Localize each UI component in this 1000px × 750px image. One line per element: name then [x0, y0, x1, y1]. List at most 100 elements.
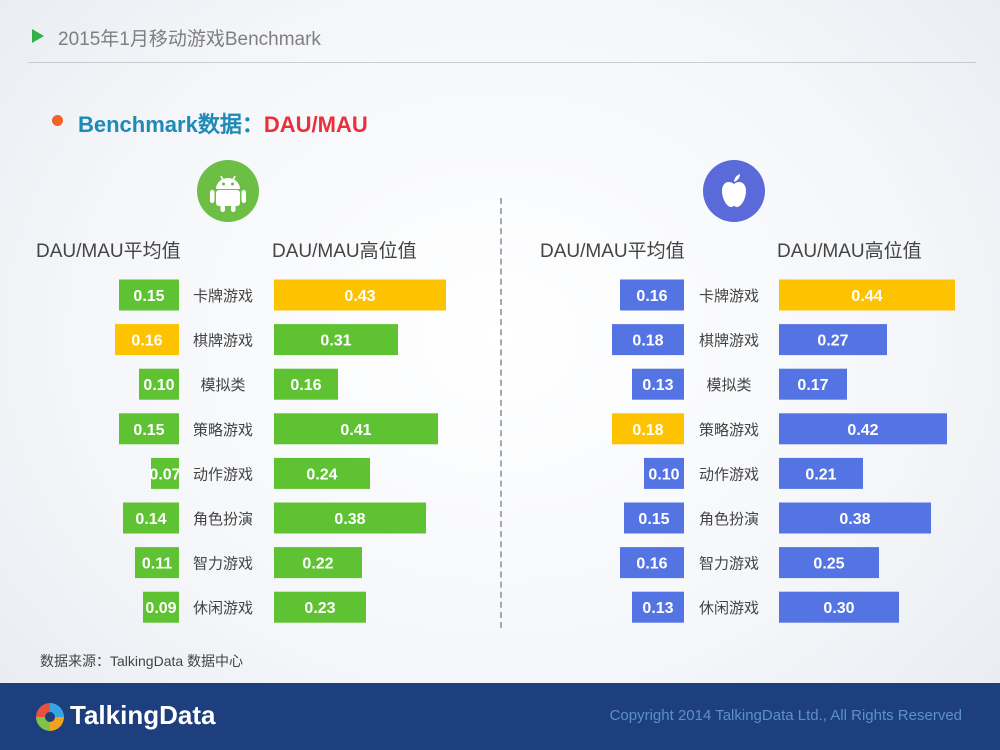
android-high-bar — [274, 591, 366, 623]
ios-high-value-label: 0.38 — [839, 511, 870, 528]
ios-avg-header: DAU/MAU平均值 — [540, 241, 685, 262]
platform-divider — [500, 198, 502, 628]
ios-avg-value-label: 0.13 — [642, 600, 673, 617]
ios-high-value-label: 0.42 — [847, 422, 878, 439]
android-avg-bar — [135, 547, 179, 579]
copyright-text: Copyright 2014 TalkingData Ltd., All Rig… — [609, 707, 962, 724]
header-play-icon — [32, 29, 44, 43]
android-high-bar — [274, 547, 362, 579]
ios-avg-value-label: 0.18 — [632, 333, 663, 350]
apple-glyph — [722, 174, 746, 207]
android-category-label: 卡牌游戏 — [193, 287, 253, 305]
ios-high-value-label: 0.44 — [851, 288, 882, 305]
ios-high-bar — [779, 413, 947, 445]
ios-avg-value-label: 0.15 — [638, 511, 669, 528]
header-divider — [28, 62, 976, 63]
ios-avg-bar — [612, 413, 684, 445]
ios-category-label: 棋牌游戏 — [699, 332, 759, 350]
android-high-header: DAU/MAU高位值 — [272, 241, 417, 262]
ios-category-label: 模拟类 — [706, 376, 751, 394]
android-avg-value-label: 0.09 — [145, 600, 176, 617]
ios-high-bar — [779, 279, 955, 311]
talkingdata-logo-icon — [36, 703, 64, 731]
android-high-bar — [274, 457, 370, 489]
ios-avg-bar — [624, 502, 684, 534]
ios-category-label: 角色扮演 — [699, 510, 759, 528]
ios-avg-value-label: 0.10 — [648, 466, 679, 483]
ios-high-header: DAU/MAU高位值 — [777, 241, 922, 262]
ios-avg-bar — [620, 279, 684, 311]
android-category-label: 智力游戏 — [193, 555, 253, 573]
android-avg-bar — [115, 324, 179, 356]
ios-avg-bar — [632, 591, 684, 623]
ios-avg-value-label: 0.16 — [636, 288, 667, 305]
android-category-label: 休闲游戏 — [193, 599, 253, 617]
android-high-value-label: 0.43 — [344, 288, 375, 305]
talkingdata-brand: TalkingData — [70, 700, 216, 730]
android-avg-value-label: 0.11 — [142, 556, 172, 573]
ios-high-value-label: 0.25 — [813, 556, 844, 573]
section-title-main: Benchmark数据： — [78, 112, 264, 137]
android-avg-bar — [119, 413, 179, 445]
ios-category-label: 卡牌游戏 — [699, 287, 759, 305]
ios-high-value-label: 0.27 — [817, 333, 848, 350]
ios-category-label: 策略游戏 — [699, 421, 759, 439]
ios-high-value-label: 0.30 — [823, 600, 854, 617]
android-avg-bar — [123, 502, 179, 534]
android-avg-bar — [119, 279, 179, 311]
section-title-metric: DAU/MAU — [263, 112, 368, 137]
android-avg-value-label: 0.10 — [143, 377, 174, 394]
android-high-bar — [274, 502, 426, 534]
android-high-value-label: 0.22 — [302, 556, 333, 573]
android-category-label: 棋牌游戏 — [193, 332, 253, 350]
bullet-dot-icon — [52, 115, 63, 126]
ios-avg-bar — [620, 547, 684, 579]
android-high-value-label: 0.38 — [334, 511, 365, 528]
android-high-value-label: 0.31 — [320, 333, 351, 350]
android-high-bar — [274, 324, 398, 356]
android-avg-header: DAU/MAU平均值 — [36, 241, 181, 262]
ios-high-value-label: 0.17 — [797, 377, 828, 394]
android-avg-value-label: 0.15 — [133, 422, 164, 439]
ios-high-bar — [779, 457, 863, 489]
page-title: 2015年1月移动游戏Benchmark — [58, 29, 321, 50]
apple-icon — [703, 160, 765, 222]
android-high-value-label: 0.24 — [306, 466, 337, 483]
android-high-value-label: 0.41 — [340, 422, 371, 439]
android-avg-value-label: 0.07 — [149, 466, 180, 483]
android-high-bar — [274, 279, 446, 311]
android-high-bar — [274, 413, 438, 445]
android-robot-glyph — [210, 175, 246, 212]
android-avg-value-label: 0.15 — [133, 288, 164, 305]
ios-category-label: 休闲游戏 — [699, 599, 759, 617]
ios-high-value-label: 0.21 — [805, 466, 836, 483]
ios-avg-value-label: 0.18 — [632, 422, 663, 439]
ios-category-label: 智力游戏 — [699, 555, 759, 573]
android-high-value-label: 0.16 — [290, 377, 321, 394]
android-high-value-label: 0.23 — [304, 600, 335, 617]
ios-avg-bar — [644, 457, 684, 489]
section-title: Benchmark数据：DAU/MAU — [78, 107, 368, 139]
android-category-label: 角色扮演 — [193, 510, 253, 528]
android-avg-bar — [139, 368, 179, 400]
ios-high-bar — [779, 368, 847, 400]
android-avg-bar — [143, 591, 179, 623]
ios-avg-bar — [632, 368, 684, 400]
android-avg-bar — [151, 457, 179, 489]
android-category-label: 策略游戏 — [193, 421, 253, 439]
ios-category-label: 动作游戏 — [699, 465, 759, 483]
ios-avg-bar — [612, 324, 684, 356]
footer-bar: TalkingData Copyright 2014 TalkingData L… — [0, 683, 1000, 750]
android-high-bar — [274, 368, 338, 400]
ios-avg-value-label: 0.16 — [636, 556, 667, 573]
android-category-label: 动作游戏 — [193, 465, 253, 483]
data-source-note: 数据来源：TalkingData 数据中心 — [40, 653, 244, 669]
android-avg-value-label: 0.16 — [131, 333, 162, 350]
android-category-label: 模拟类 — [200, 376, 245, 394]
ios-high-bar — [779, 324, 887, 356]
ios-avg-value-label: 0.13 — [642, 377, 673, 394]
ios-high-bar — [779, 547, 879, 579]
android-icon — [197, 160, 259, 222]
android-avg-value-label: 0.14 — [135, 511, 166, 528]
